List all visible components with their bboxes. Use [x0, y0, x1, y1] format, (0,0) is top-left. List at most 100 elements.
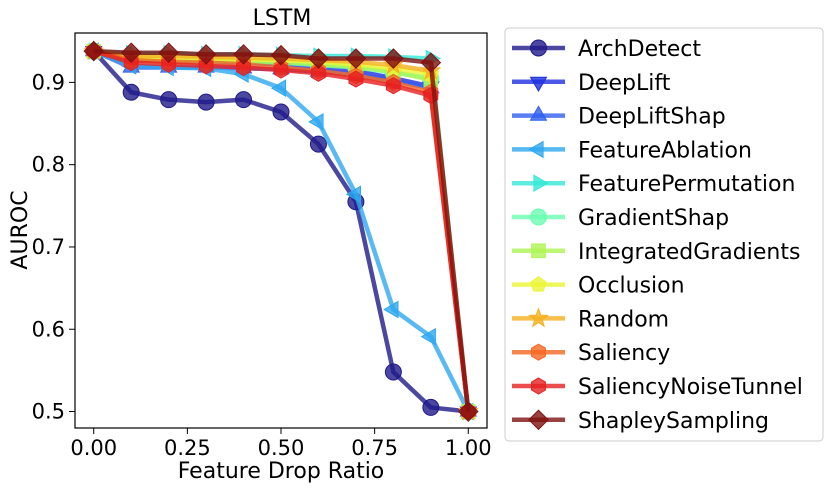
plot-area: 0.00 0.25 0.50 0.75 1.00 0.5 0.6 0.7 0.8 0.9 — [32, 32, 492, 460]
legend-entries: ArchDetect DeepLift DeepLiftShap FeatureAbl… — [512, 37, 803, 434]
series-layer — [83, 40, 479, 422]
y-axis-ticks: 0.5 0.6 0.7 0.8 0.9 — [32, 70, 75, 424]
legend-entry-gradientshap: GradientShap — [512, 206, 729, 231]
data-point-archdetect — [197, 93, 215, 111]
legend-entry-saliency: Saliency — [512, 341, 670, 366]
data-point-shapleysampling — [120, 42, 142, 64]
data-point-archdetect — [122, 83, 140, 101]
data-point-featureablation — [420, 327, 436, 346]
legend-label-saliency: Saliency — [578, 341, 670, 366]
x-tick-label: 0.75 — [351, 436, 398, 460]
series-saliencynoisetunnel — [86, 42, 476, 421]
legend-marker-integratedgradients — [531, 243, 546, 259]
legend-label-gradientshap: GradientShap — [578, 206, 729, 231]
y-tick-label: 0.7 — [32, 235, 65, 259]
data-point-saliencynoisetunnel — [273, 61, 289, 79]
legend-marker-saliencynoisetunnel — [531, 377, 546, 395]
legend-marker-archdetect — [530, 39, 547, 57]
data-point-shapleysampling — [83, 40, 105, 62]
legend-marker-random — [527, 307, 550, 328]
series-integratedgradients — [86, 43, 476, 419]
legend-label-deepliftshap: DeepLiftShap — [578, 105, 726, 130]
legend-entry-integratedgradients: IntegratedGradients — [512, 240, 800, 265]
legend-entry-occlusion: Occlusion — [512, 274, 685, 299]
legend-marker-shapleysampling — [528, 409, 549, 431]
data-point-featureablation — [308, 113, 324, 131]
series-gradientshap — [85, 42, 477, 421]
x-tick-label: 1.00 — [445, 436, 492, 460]
legend-label-featurepermutation: FeaturePermutation — [578, 172, 795, 197]
legend-label-archdetect: ArchDetect — [578, 37, 701, 62]
legend-entry-shapleysampling: ShapleySampling — [512, 409, 769, 434]
legend-marker-deeplift — [529, 76, 548, 92]
data-point-saliencynoisetunnel — [236, 58, 251, 77]
data-point-saliencynoisetunnel — [161, 55, 177, 73]
series-featurepermutation — [88, 42, 479, 421]
legend-label-shapleysampling: ShapleySampling — [578, 409, 769, 434]
data-point-archdetect — [309, 135, 327, 153]
data-point-shapleysampling — [308, 48, 329, 69]
y-tick-label: 0.6 — [32, 317, 65, 341]
data-point-archdetect — [235, 91, 253, 109]
legend-label-deeplift: DeepLift — [578, 71, 671, 96]
data-point-shapleysampling — [345, 48, 367, 69]
data-point-shapleysampling — [158, 42, 179, 64]
legend-label-random: Random — [578, 307, 669, 332]
x-tick-label: 0.00 — [70, 436, 117, 460]
series-deeplift — [84, 46, 478, 422]
legend-marker-gradientshap — [530, 208, 547, 226]
y-tick-label: 0.9 — [32, 70, 65, 94]
y-axis-title: AUROC — [8, 190, 33, 269]
data-point-archdetect — [160, 91, 178, 109]
legend: ArchDetect DeepLift DeepLiftShap FeatureAbl… — [504, 27, 824, 442]
legend-entry-featureablation: FeatureAblation — [512, 138, 752, 163]
data-point-saliencynoisetunnel — [198, 57, 214, 75]
legend-marker-deepliftshap — [529, 105, 548, 121]
legend-label-integratedgradients: IntegratedGradients — [578, 240, 800, 265]
x-tick-label: 0.50 — [258, 436, 305, 460]
data-point-shapleysampling — [420, 52, 442, 73]
chart-title: LSTM — [253, 6, 312, 31]
x-axis-ticks: 0.00 0.25 0.50 0.75 1.00 — [70, 428, 492, 460]
legend-marker-occlusion — [530, 275, 547, 292]
data-point-archdetect — [422, 398, 440, 416]
data-point-shapleysampling — [457, 401, 479, 422]
data-point-shapleysampling — [233, 44, 254, 65]
data-point-shapleysampling — [195, 44, 217, 65]
x-tick-label: 0.25 — [164, 436, 211, 460]
legend-entry-saliencynoisetunnel: SaliencyNoiseTunnel — [512, 375, 803, 400]
legend-entry-random: Random — [512, 307, 669, 332]
legend-label-saliencynoisetunnel: SaliencyNoiseTunnel — [578, 375, 803, 400]
series-deepliftshap — [84, 40, 478, 417]
legend-label-occlusion: Occlusion — [578, 274, 685, 299]
y-tick-label: 0.5 — [32, 400, 65, 424]
series-saliency — [86, 42, 476, 421]
x-axis-title: Feature Drop Ratio — [178, 459, 385, 484]
data-point-shapleysampling — [270, 44, 292, 66]
legend-label-featureablation: FeatureAblation — [578, 138, 752, 163]
data-point-archdetect — [384, 363, 402, 381]
data-point-saliencynoisetunnel — [348, 70, 364, 88]
series-shapleysampling — [83, 40, 479, 422]
data-point-shapleysampling — [383, 48, 404, 69]
legend-box — [504, 27, 824, 442]
data-point-featureablation — [383, 300, 399, 319]
series-featureablation — [83, 42, 474, 421]
legend-entry-deepliftshap: DeepLiftShap — [512, 105, 726, 130]
legend-entry-archdetect: ArchDetect — [512, 37, 701, 62]
data-point-saliencynoisetunnel — [311, 64, 326, 82]
data-point-featureablation — [345, 185, 362, 204]
series-occlusion — [85, 42, 477, 419]
series-random — [83, 40, 479, 421]
data-point-saliencynoisetunnel — [385, 77, 401, 95]
legend-entry-deeplift: DeepLift — [512, 71, 671, 96]
data-point-featureablation — [270, 79, 287, 97]
legend-marker-featurepermutation — [533, 174, 549, 193]
data-point-archdetect — [272, 103, 290, 121]
y-tick-label: 0.8 — [32, 153, 65, 177]
legend-marker-featureablation — [528, 140, 544, 159]
legend-marker-saliency — [531, 343, 546, 361]
legend-entry-featurepermutation: FeaturePermutation — [512, 172, 795, 197]
series-archdetect — [85, 42, 477, 421]
